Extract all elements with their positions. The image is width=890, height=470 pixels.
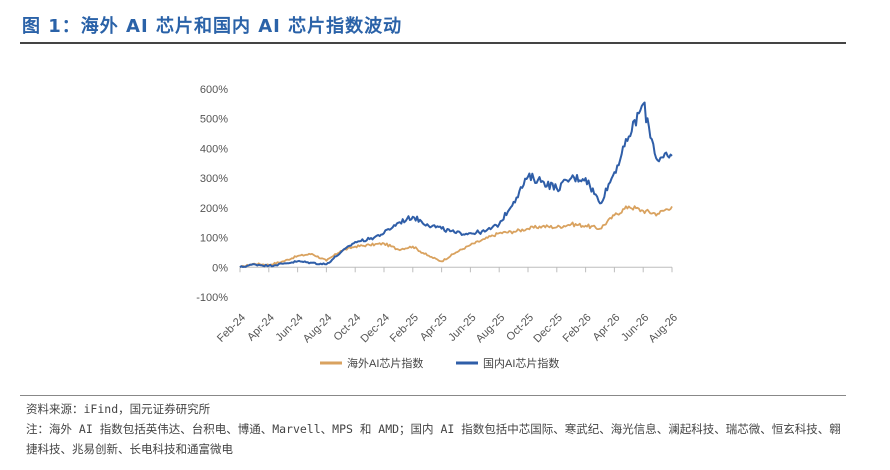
y-tick-label: 400% [200, 143, 228, 155]
x-tick-label: Apr-25 [418, 312, 450, 344]
x-tick-label: Aug-26 [647, 312, 681, 346]
x-tick-label: Dec-24 [359, 312, 393, 346]
y-tick-label: 0% [212, 262, 228, 274]
x-tick-label: Jun-25 [446, 312, 478, 344]
x-axis-tick-labels: Feb-24Apr-24Jun-24Aug-24Oct-24Dec-24Feb-… [215, 312, 680, 346]
x-tick-label: Feb-24 [215, 312, 248, 345]
legend-label: 海外AI芯片指数 [347, 356, 423, 370]
y-tick-label: 300% [200, 173, 228, 185]
x-tick-label: Dec-25 [531, 312, 565, 346]
x-tick-label: Oct-24 [331, 312, 363, 344]
x-tick-label: Feb-25 [388, 312, 421, 345]
x-axis-tick-marks [239, 267, 673, 273]
note-text: 注：海外 AI 指数包括英伟达、台积电、博通、Marvell、MPS 和 AMD… [26, 422, 841, 456]
y-tick-label: 200% [200, 203, 228, 215]
y-axis-tick-labels: -100% 0% 100% 200% 300% 400% 500% 600% [196, 84, 228, 304]
figure-title: 图 1：海外 AI 芯片和国内 AI 芯片指数波动 [22, 16, 403, 37]
chart-legend: 海外AI芯片指数 国内AI芯片指数 [320, 356, 559, 370]
y-tick-label: -100% [196, 292, 228, 304]
y-tick-label: 100% [200, 233, 228, 245]
x-tick-label: Apr-26 [591, 312, 623, 344]
x-tick-label: Oct-25 [504, 312, 536, 344]
y-tick-label: 500% [200, 114, 228, 126]
legend-label: 国内AI芯片指数 [483, 356, 559, 370]
footer-divider [20, 395, 846, 396]
x-tick-label: Aug-25 [474, 312, 508, 346]
x-tick-label: Aug-24 [301, 312, 335, 346]
source-text: 资料来源：iFind，国元证券研究所 [26, 402, 211, 416]
series-lines [239, 101, 673, 269]
x-tick-label: Feb-26 [561, 312, 594, 345]
series-line-overseas [239, 205, 673, 269]
x-tick-label: Apr-24 [245, 312, 277, 344]
y-tick-label: 600% [200, 84, 228, 96]
x-tick-label: Jun-26 [619, 312, 651, 344]
x-tick-label: Jun-24 [273, 312, 305, 344]
series-line-domestic [239, 101, 673, 269]
title-divider [20, 42, 846, 44]
